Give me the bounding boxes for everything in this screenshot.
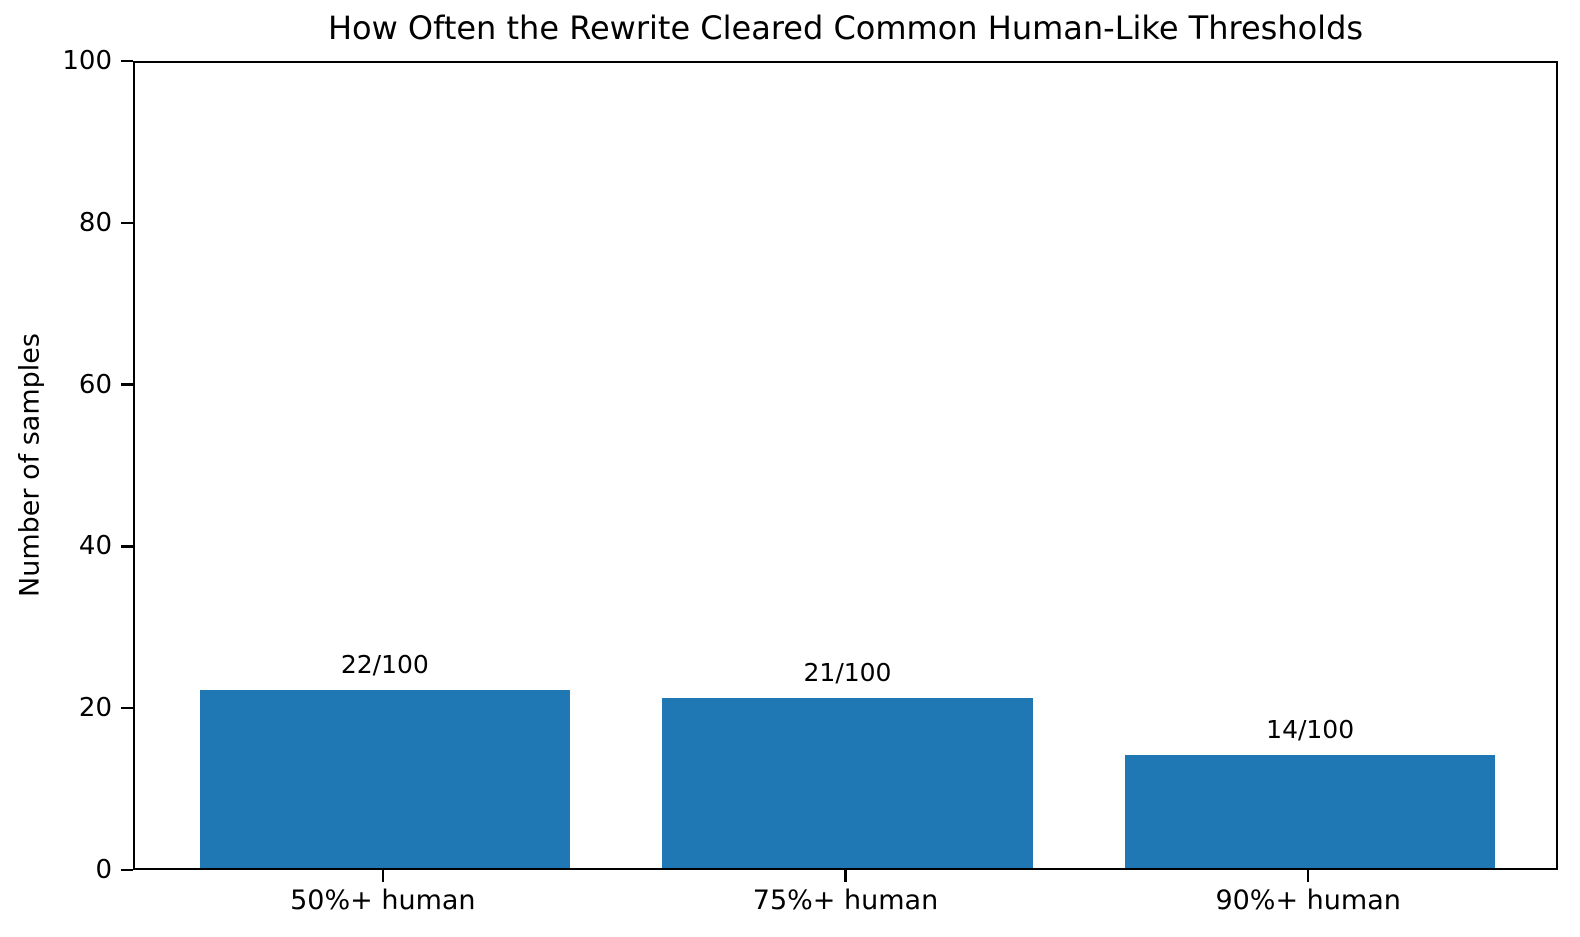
y-tick-label: 0	[95, 855, 112, 885]
y-tick-mark	[121, 868, 133, 872]
x-tick-label: 50%+ human	[290, 885, 476, 916]
x-tick-label: 75%+ human	[752, 885, 939, 916]
y-tick-mark	[121, 706, 133, 710]
y-tick-label: 20	[78, 693, 112, 724]
plot-area: 22/100 21/100 14/100	[133, 61, 1558, 870]
y-tick-label: 80	[78, 207, 112, 238]
x-tick-label: 90%+ human	[1215, 885, 1401, 916]
bar-90-human	[1125, 754, 1496, 868]
y-tick-label: 40	[78, 531, 112, 562]
y-tick-mark	[121, 59, 133, 63]
bar-50-human	[199, 690, 570, 868]
x-tick-mark	[1306, 870, 1310, 882]
bar-value-label: 14/100	[1266, 714, 1355, 744]
chart-title: How Often the Rewrite Cleared Common Hum…	[327, 9, 1364, 47]
x-tick-mark	[381, 870, 385, 882]
y-tick-mark	[121, 221, 133, 225]
y-tick-mark	[121, 545, 133, 548]
bar-value-label: 22/100	[340, 650, 429, 680]
y-tick-label: 100	[62, 46, 112, 76]
bar-75-human	[662, 698, 1033, 868]
y-tick-label: 60	[78, 369, 112, 400]
x-tick-mark	[844, 870, 847, 882]
bar-value-label: 21/100	[803, 658, 892, 688]
y-tick-mark	[121, 383, 133, 386]
